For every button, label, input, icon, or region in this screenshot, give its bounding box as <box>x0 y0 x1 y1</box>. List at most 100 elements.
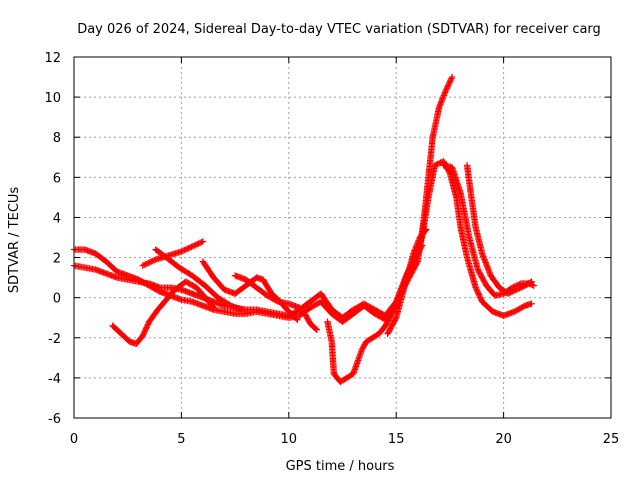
y-axis-label: SDTVAR / TECUs <box>7 187 22 294</box>
data-point <box>195 240 202 247</box>
data-point <box>387 311 395 319</box>
data-point <box>141 328 148 335</box>
data-point <box>238 306 245 313</box>
series-sat-b <box>70 158 535 321</box>
data-point <box>185 244 192 252</box>
data-point <box>140 331 147 338</box>
data-point <box>313 326 320 333</box>
data-point <box>388 310 396 317</box>
data-point <box>390 306 397 313</box>
data-point <box>444 82 452 89</box>
data-point <box>182 246 189 253</box>
data-point <box>389 309 396 316</box>
y-tick-label: 4 <box>53 211 61 226</box>
data-point <box>516 285 523 292</box>
data-point <box>199 238 207 245</box>
gridlines <box>74 57 611 418</box>
data-point <box>148 258 155 265</box>
data-point <box>473 287 481 294</box>
data-point <box>144 322 151 330</box>
x-tick-label: 10 <box>281 432 298 447</box>
data-point <box>507 289 514 296</box>
data-point <box>294 316 301 323</box>
data-point <box>198 238 205 246</box>
data-point <box>418 243 425 251</box>
x-tick-label: 15 <box>388 432 405 447</box>
x-tick-label: 5 <box>177 432 185 447</box>
data-point <box>442 87 449 95</box>
data-point <box>472 284 479 291</box>
series-sat-i <box>384 226 430 337</box>
x-tick-label: 0 <box>70 432 78 447</box>
chart-title: Day 026 of 2024, Sidereal Day-to-day VTE… <box>77 22 601 37</box>
series-sat-g <box>231 272 320 333</box>
data-point <box>514 285 522 293</box>
data-point <box>210 304 217 311</box>
data-point <box>474 288 481 296</box>
y-tick-label: 2 <box>53 252 61 267</box>
data-point <box>142 261 149 268</box>
data-point <box>188 243 195 251</box>
data-point <box>530 282 537 289</box>
data-point <box>146 259 154 266</box>
data-point <box>510 287 517 295</box>
data-point <box>447 76 454 84</box>
y-tick-label: -4 <box>48 372 61 387</box>
data-point <box>178 248 185 255</box>
data-point <box>435 160 443 167</box>
x-tick-label: 20 <box>495 432 512 447</box>
data-point <box>192 241 199 249</box>
data-point <box>506 289 513 297</box>
data-point <box>519 283 526 291</box>
data-point <box>149 257 156 265</box>
data-point <box>444 83 451 91</box>
data-point <box>139 332 146 339</box>
data-point <box>448 75 455 82</box>
data-point <box>423 226 430 233</box>
data-point <box>150 257 158 264</box>
data-point <box>293 315 300 322</box>
data-point <box>140 329 148 337</box>
y-tick-label: 10 <box>44 91 61 106</box>
data-point <box>448 73 456 81</box>
x-axis-label: GPS time / hours <box>286 459 395 474</box>
data-point <box>139 262 146 269</box>
data-point <box>142 325 150 332</box>
data-point <box>434 160 441 168</box>
series-sat-j <box>440 162 537 299</box>
data-point <box>443 85 451 92</box>
data-point <box>179 247 187 255</box>
data-point <box>183 245 191 253</box>
x-tick-label: 25 <box>603 432 620 447</box>
series-sat-a <box>70 73 456 325</box>
data-point <box>476 292 483 300</box>
data-point <box>181 247 188 254</box>
data-point <box>191 242 198 249</box>
plot-frame <box>73 56 612 419</box>
data-point <box>196 239 204 247</box>
data-point <box>145 259 152 267</box>
data-point <box>446 79 453 86</box>
data-point <box>446 78 454 85</box>
data-point <box>445 80 453 88</box>
series-sat-e <box>152 246 245 313</box>
data-point <box>209 303 216 310</box>
data-point <box>431 162 439 169</box>
y-tick-label: 12 <box>44 51 61 66</box>
data-point <box>517 284 524 291</box>
data-point <box>528 278 535 285</box>
data-point <box>389 307 397 315</box>
data-point <box>511 287 519 294</box>
data-point <box>143 260 151 267</box>
data-point <box>422 227 429 234</box>
data-point <box>443 86 450 93</box>
data-point <box>142 326 149 334</box>
series-sat-c <box>109 278 217 347</box>
y-tick-label: 8 <box>53 131 61 146</box>
data-point <box>418 242 426 249</box>
data-point <box>475 290 482 297</box>
data-point <box>193 240 201 248</box>
series-sat-k <box>463 162 535 297</box>
data-point <box>475 291 483 298</box>
